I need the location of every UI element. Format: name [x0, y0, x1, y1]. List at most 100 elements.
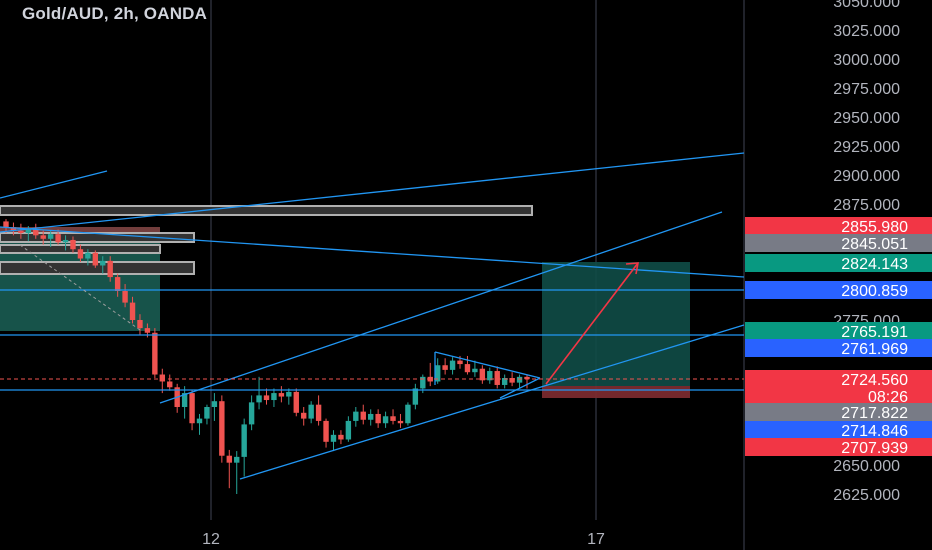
channel-upper[interactable] [159, 211, 723, 404]
candle [353, 407, 359, 427]
candle-body [330, 434, 337, 442]
candle [345, 416, 352, 442]
candle-body [62, 239, 69, 243]
price-label: 2855.980 [745, 217, 932, 236]
candle [189, 389, 195, 431]
price-label: 2724.560 [745, 370, 932, 389]
candle-body [472, 368, 478, 373]
candle [412, 383, 419, 410]
chart-title: Gold/AUD, 2h, OANDA [22, 4, 208, 23]
y-tick-label: 2650.000 [833, 458, 900, 475]
wedge-top[interactable] [434, 351, 541, 379]
y-tick-label: 2925.000 [833, 139, 900, 156]
candle-body [100, 260, 106, 266]
candle-body [40, 235, 46, 239]
candle [382, 411, 389, 428]
candle-body [263, 395, 270, 401]
candle-body [196, 418, 203, 424]
candle [248, 395, 255, 431]
candle-body [509, 378, 515, 383]
price-label-box [745, 370, 932, 388]
candle-body [137, 320, 143, 329]
trendline-descending[interactable] [0, 226, 745, 278]
trendline-long-upper[interactable] [0, 152, 745, 233]
price-label-text: 2724.560 [841, 372, 908, 389]
candle-body [271, 393, 277, 401]
drawing-lines[interactable] [0, 152, 745, 480]
candle-body [85, 252, 91, 259]
candle [479, 365, 486, 384]
candle-body [315, 404, 322, 421]
candle [263, 388, 270, 405]
price-label: 2714.846 [745, 421, 932, 440]
candle-body [434, 365, 441, 382]
price-label: 2707.939 [745, 438, 932, 457]
candle [524, 374, 530, 389]
candle-body [412, 388, 419, 405]
candle [70, 236, 76, 253]
candle-body [77, 249, 84, 259]
candle-body [55, 234, 61, 243]
candle-body [420, 376, 426, 389]
candle-body [152, 332, 158, 375]
candle-body [92, 252, 99, 266]
candle [472, 360, 478, 377]
candle [271, 388, 277, 407]
price-label-box [745, 403, 932, 421]
long-position-stop-zone [542, 386, 690, 398]
candle-body [382, 416, 389, 424]
candle-body [211, 401, 218, 407]
candle [501, 374, 508, 389]
price-label: 2824.143 [745, 254, 932, 273]
price-axis[interactable]: 3050.000 3025.000 3000.000 2975.000 2950.000… [833, 0, 900, 504]
candle [390, 409, 396, 425]
price-label-text: 2824.143 [841, 256, 908, 273]
candle-body [442, 365, 448, 370]
candle-body [129, 302, 136, 320]
channel-lower[interactable] [239, 324, 745, 480]
candle-body [181, 393, 188, 407]
candle [85, 249, 91, 266]
x-tick-label: 12 [202, 531, 220, 548]
y-tick-label: 2975.000 [833, 81, 900, 98]
candle-body [107, 260, 113, 278]
candle-body [345, 420, 352, 440]
projection-arrow-line[interactable] [545, 262, 639, 385]
candle [241, 418, 247, 477]
candle [516, 374, 523, 389]
candle-body [70, 239, 76, 250]
price-label-text: 2761.969 [841, 341, 908, 358]
candle [107, 256, 113, 282]
candle [77, 244, 84, 262]
candle [92, 250, 99, 268]
candle [323, 418, 329, 448]
candle-body [375, 413, 381, 424]
price-label-text: 2717.822 [841, 405, 908, 422]
candle [114, 273, 121, 297]
x-tick-label: 17 [587, 531, 605, 548]
projection-dashed-line [19, 244, 141, 331]
candle [405, 402, 411, 426]
candle-body [114, 277, 121, 291]
candle [122, 284, 128, 308]
candle [286, 388, 292, 405]
candle [442, 358, 448, 375]
candle [137, 314, 143, 336]
price-label: 2761.969 [745, 339, 932, 358]
trendline-upper-left[interactable] [0, 170, 108, 199]
candle [330, 430, 337, 452]
candle [301, 407, 307, 426]
price-label-text: 2845.051 [841, 236, 908, 253]
price-label-box [745, 217, 932, 235]
candle-body [241, 424, 247, 457]
candle [397, 413, 404, 428]
candle [129, 296, 136, 324]
price-label-box [745, 387, 932, 405]
candle-body [323, 420, 329, 442]
price-label: 2845.051 [745, 234, 932, 253]
time-axis[interactable]: 12 17 [202, 531, 605, 548]
candle [152, 328, 158, 378]
candle-body [18, 230, 24, 233]
wedge-bottom[interactable] [499, 377, 541, 399]
